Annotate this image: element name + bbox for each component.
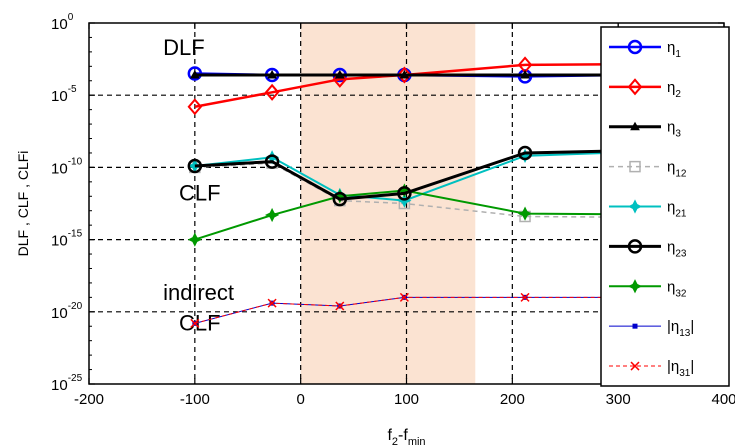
data-point	[187, 158, 203, 174]
data-point	[520, 69, 530, 79]
x-tick-label: -100	[180, 391, 210, 408]
data-point	[630, 121, 640, 131]
legend-label: η32	[667, 278, 687, 299]
legend-label: η21	[667, 199, 687, 220]
x-tick-label: 300	[606, 391, 631, 408]
data-point	[399, 69, 410, 79]
x-tick-label: 200	[500, 391, 525, 408]
legend-entry: |η13|	[609, 318, 694, 339]
legend-label: η12	[667, 159, 687, 180]
x-tick-label: 0	[296, 391, 304, 408]
series-line	[194, 62, 725, 108]
y-tick-label: 10-15	[51, 229, 83, 250]
y-axis-label: DLF , CLF , CLFi	[15, 151, 31, 257]
legend-entry: η21	[609, 199, 687, 220]
data-point	[190, 318, 200, 328]
legend-entry: |η31|	[609, 358, 694, 379]
data-point	[187, 232, 202, 247]
series-line	[194, 189, 725, 241]
series-3	[189, 69, 724, 79]
legend-entry: η2	[609, 78, 681, 100]
y-tick-label: 100	[51, 12, 74, 33]
data-point	[267, 298, 277, 308]
data-point	[627, 279, 643, 294]
data-point	[264, 154, 280, 169]
data-point	[397, 66, 412, 84]
data-point	[335, 301, 345, 311]
y-tick-label: 10-20	[51, 301, 83, 322]
y-tick-label: 10-10	[51, 156, 83, 177]
data-point	[629, 160, 641, 173]
data-point	[267, 69, 277, 79]
data-point	[189, 69, 200, 79]
data-point	[332, 191, 348, 207]
series-31	[190, 292, 724, 328]
legend-label: |η13|	[667, 318, 694, 339]
data-point	[517, 145, 533, 161]
legend-label: η23	[667, 238, 687, 259]
legend-label: η3	[667, 119, 681, 140]
data-point	[397, 186, 412, 201]
legend-entry: η23	[609, 238, 687, 259]
shaded-region	[300, 23, 476, 384]
x-tick-label: 100	[394, 391, 419, 408]
data-point	[399, 292, 409, 302]
legend-entry: η32	[609, 278, 687, 299]
data-point	[334, 69, 345, 79]
annotation-label: CLF	[179, 311, 221, 336]
series-23	[187, 145, 725, 207]
data-point	[187, 98, 203, 116]
data-point	[264, 83, 280, 101]
data-point	[264, 207, 280, 223]
data-point	[627, 39, 643, 55]
annotation-label: DLF	[163, 35, 205, 60]
data-point	[627, 199, 643, 214]
series-line	[194, 147, 725, 201]
annotation-label: indirect	[163, 280, 234, 305]
data-point	[520, 292, 530, 302]
legend-entry: η1	[609, 39, 681, 60]
x-tick-label: 400	[711, 391, 735, 408]
data-point	[632, 323, 638, 329]
legend-label: |η31|	[667, 358, 694, 379]
annotation-label: CLF	[179, 181, 221, 206]
data-point	[627, 78, 643, 96]
data-point	[630, 361, 640, 371]
y-tick-label: 10-5	[51, 84, 77, 105]
legend-entry: η3	[609, 119, 681, 140]
y-tick-label: 10-25	[51, 373, 83, 394]
series-line	[194, 296, 724, 324]
x-tick-label: -200	[74, 391, 104, 408]
legend-entry: η12	[609, 159, 687, 180]
data-point	[517, 206, 533, 221]
legend-label: η1	[667, 39, 681, 60]
legend-label: η2	[667, 79, 681, 100]
data-point	[627, 239, 643, 254]
x-axis-label: f2-fmin	[387, 427, 425, 446]
